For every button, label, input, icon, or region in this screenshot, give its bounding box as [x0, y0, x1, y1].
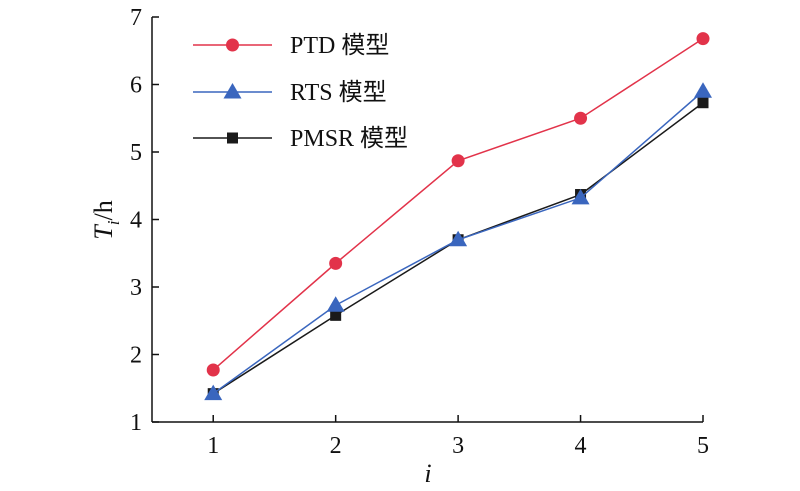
series-line-ptd [212, 37, 704, 371]
legend-item-ptd: PTD 模型 [193, 32, 389, 59]
series-line-pmsr [212, 102, 704, 395]
data-point-ptd [574, 111, 588, 125]
y-tick-label: 5 [130, 140, 142, 166]
legend-marker [226, 38, 239, 52]
x-axis-label: i [424, 459, 431, 488]
data-point-ptd [206, 363, 220, 377]
legend-label: PTD 模型 [290, 32, 389, 59]
y-axis-label-sub: i [104, 220, 123, 225]
series-layer [204, 32, 712, 401]
data-point-rts [326, 296, 345, 312]
y-tick-label: 3 [130, 275, 142, 301]
y-axis-label-main: T [89, 224, 118, 240]
x-tick-label: 2 [330, 433, 342, 459]
legend-label: PMSR 模型 [290, 125, 408, 152]
legend-item-rts: RTS 模型 [193, 79, 387, 106]
y-tick-label: 1 [130, 410, 142, 436]
x-tick-label: 1 [207, 433, 219, 459]
legend-item-pmsr: PMSR 模型 [193, 125, 408, 152]
legend-label: RTS 模型 [290, 79, 387, 106]
y-axis-label-unit: /h [89, 200, 118, 220]
series-ptd [206, 32, 710, 377]
legend: PTD 模型 RTS 模型 PMSR 模型 [193, 32, 408, 152]
data-point-rts [571, 188, 590, 205]
axes [151, 17, 703, 423]
y-tick-label: 6 [130, 73, 142, 99]
data-point-pmsr [697, 97, 709, 109]
series-pmsr [207, 97, 709, 400]
legend-marker [223, 83, 242, 99]
data-point-rts [694, 82, 712, 98]
data-point-ptd [696, 32, 710, 46]
x-tick-label: 3 [452, 433, 464, 459]
y-tick-label: 7 [130, 5, 142, 31]
y-tick-label: 2 [130, 343, 142, 369]
y-tick-label: 4 [130, 208, 142, 234]
legend-marker [227, 132, 238, 144]
y-axis-label: Ti/h [89, 200, 123, 239]
data-point-pmsr [330, 309, 342, 321]
x-tick-label: 5 [697, 433, 709, 459]
data-point-rts [449, 230, 468, 247]
ticks: 1 2 3 4 5 6 7 1 2 3 4 5 [130, 5, 709, 459]
series-rts [204, 82, 712, 401]
x-tick-label: 4 [575, 433, 587, 459]
data-point-rts [204, 384, 223, 401]
data-point-ptd [451, 154, 465, 168]
data-point-ptd [329, 256, 343, 270]
